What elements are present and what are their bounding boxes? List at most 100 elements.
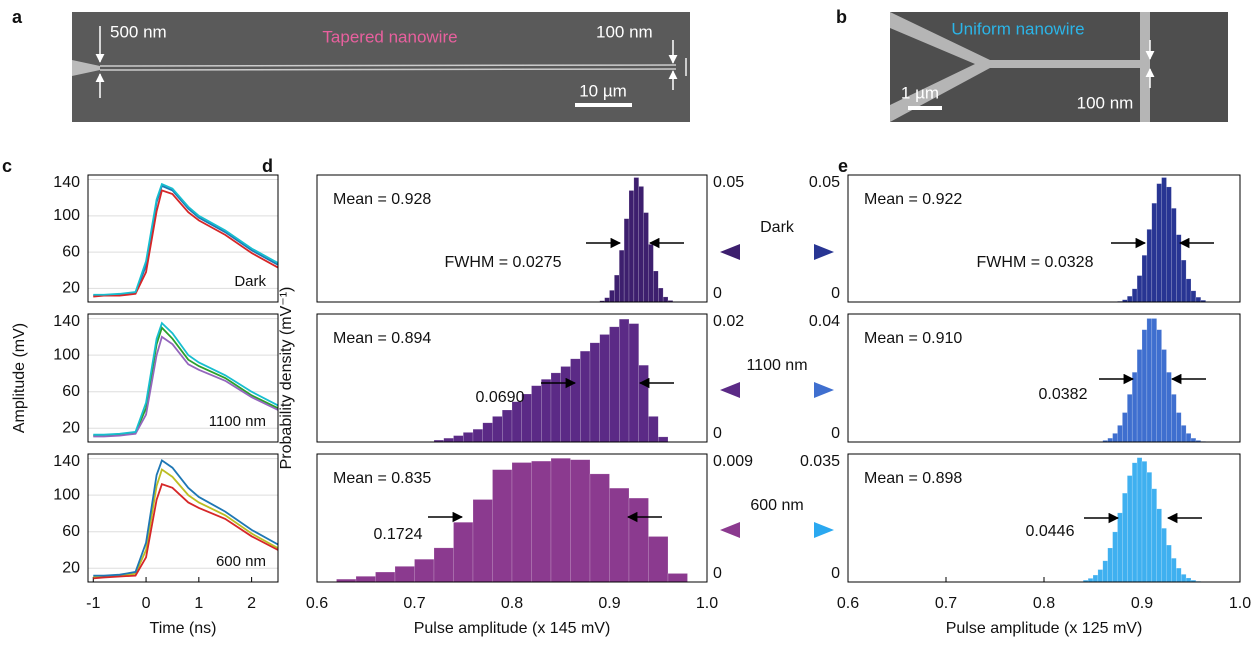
y-tick-label: 0.02 bbox=[713, 313, 744, 330]
y-tick-label: 0.035 bbox=[800, 453, 840, 470]
trace bbox=[93, 321, 279, 436]
trace bbox=[93, 458, 279, 577]
plot-frame bbox=[87, 174, 279, 303]
histogram-bar bbox=[1166, 186, 1172, 303]
histogram-bar bbox=[662, 296, 669, 303]
plot-frame bbox=[847, 453, 1241, 583]
sem-image-b: Uniform nanowire 100 nm 1 µm bbox=[890, 12, 1228, 122]
y-tick-label: 60 bbox=[62, 243, 80, 260]
wire bbox=[99, 64, 677, 67]
histogram-bar bbox=[502, 409, 513, 443]
y-tick-label: 0.04 bbox=[809, 313, 840, 330]
x-tick-label: 0.7 bbox=[935, 595, 957, 612]
histogram-bar bbox=[560, 366, 571, 443]
y-tick-label: 0.009 bbox=[713, 453, 753, 470]
histogram-bar bbox=[599, 334, 610, 443]
histogram-bar bbox=[1151, 488, 1157, 583]
scale-bar-label: 1 µm bbox=[901, 83, 939, 102]
y-tick-label: 20 bbox=[62, 280, 80, 297]
histogram-bar bbox=[1107, 437, 1113, 443]
mean-label: Mean = 0.910 bbox=[864, 330, 962, 347]
plot-frame bbox=[316, 453, 708, 583]
taper bbox=[72, 60, 100, 76]
histogram-bar bbox=[1180, 425, 1187, 443]
y-tick-label: 140 bbox=[53, 174, 80, 191]
histogram-bar bbox=[433, 547, 454, 583]
histogram-bar bbox=[589, 473, 610, 583]
scale-bar bbox=[575, 103, 632, 107]
x-axis-label: Pulse amplitude (x 125 mV) bbox=[946, 620, 1143, 637]
histogram-bar bbox=[623, 218, 630, 303]
histogram-bar bbox=[648, 416, 659, 443]
histogram-bar bbox=[638, 364, 649, 443]
histogram-bar bbox=[667, 573, 688, 583]
histogram-bar bbox=[550, 458, 571, 583]
histogram-bar bbox=[1146, 318, 1153, 443]
histogram-bar bbox=[355, 576, 376, 583]
histogram-bar bbox=[1127, 295, 1133, 303]
y-tick-label: 100 bbox=[53, 486, 80, 503]
histogram-bar bbox=[1161, 177, 1167, 303]
y-tick-label: 20 bbox=[62, 420, 80, 437]
x-axis-label: Pulse amplitude (x 145 mV) bbox=[414, 620, 611, 637]
histogram-bar bbox=[1117, 425, 1123, 443]
histogram-bar bbox=[619, 318, 630, 443]
plot-frame bbox=[847, 174, 1241, 303]
histogram-bar bbox=[1190, 290, 1197, 303]
x-tick-label: 1.0 bbox=[1229, 595, 1251, 612]
histogram-bar bbox=[472, 499, 493, 583]
histogram-bar bbox=[1185, 577, 1192, 583]
trace bbox=[93, 182, 279, 296]
histogram-bar bbox=[1176, 234, 1182, 303]
arrow-head bbox=[814, 522, 834, 538]
histogram-bar bbox=[589, 342, 600, 443]
histogram-bar bbox=[1180, 574, 1187, 583]
histogram-bar bbox=[453, 522, 474, 583]
x-tick-label: 0.9 bbox=[1131, 595, 1153, 612]
histogram-bar bbox=[511, 401, 522, 443]
width-label: 100 nm bbox=[596, 22, 653, 41]
histogram-bar bbox=[482, 422, 493, 443]
y-tick-label: 0 bbox=[831, 565, 840, 582]
histogram-bar bbox=[653, 270, 659, 303]
histogram-bar bbox=[609, 326, 620, 443]
arrow-head bbox=[720, 244, 740, 260]
histogram-bar bbox=[394, 566, 415, 583]
histogram-bar bbox=[1141, 329, 1148, 443]
scale-bar bbox=[908, 106, 942, 110]
x-tick-label: 0.8 bbox=[1033, 595, 1055, 612]
panel-label: b bbox=[836, 7, 847, 27]
plot-frame bbox=[316, 174, 708, 303]
histogram-bar bbox=[492, 469, 513, 583]
y-axis-label: Amplitude (mV) bbox=[11, 323, 28, 433]
histogram-bar bbox=[658, 287, 664, 303]
y-tick-label: 60 bbox=[62, 383, 80, 400]
arrow-label: 1100 nm bbox=[746, 357, 807, 374]
histogram-bar bbox=[541, 379, 552, 443]
plot-frame bbox=[316, 313, 708, 443]
histogram-bar bbox=[1185, 433, 1192, 443]
histogram-bar bbox=[1102, 560, 1108, 583]
y-tick-label: 0 bbox=[713, 285, 722, 302]
histogram-bar bbox=[443, 437, 454, 443]
histogram-bar bbox=[1171, 208, 1177, 303]
histogram-bar bbox=[453, 435, 464, 443]
trace bbox=[93, 326, 279, 437]
histogram-bar bbox=[633, 177, 639, 303]
histogram-bar bbox=[1166, 371, 1172, 443]
histogram-bar bbox=[1127, 475, 1133, 583]
y-tick-label: 140 bbox=[53, 313, 80, 330]
histogram-bar bbox=[1112, 433, 1118, 443]
histogram-bar bbox=[1156, 183, 1162, 303]
x-tick-label: 0.8 bbox=[501, 595, 523, 612]
trace bbox=[93, 468, 279, 579]
panel-label: c bbox=[2, 156, 12, 176]
histogram-bar bbox=[628, 497, 649, 583]
histogram-bar bbox=[1122, 412, 1128, 443]
histogram-bar bbox=[619, 249, 625, 303]
y-tick-label: 0 bbox=[831, 285, 840, 302]
histogram-bar bbox=[1127, 394, 1133, 443]
trace bbox=[93, 483, 279, 580]
width-label: 500 nm bbox=[110, 22, 167, 41]
